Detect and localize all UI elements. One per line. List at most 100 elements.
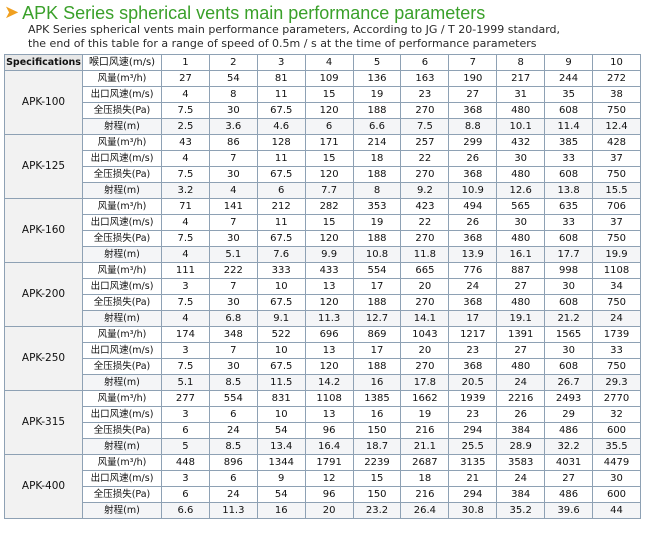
- value-cell: 2770: [592, 390, 641, 407]
- table-row: 全压损失(Pa) 7.5 30 67.5 120 188 270 368 480 608 750: [5, 102, 641, 119]
- param-label: 风量(m³/h): [82, 326, 162, 343]
- table-row: 射程(m) 2.5 3.6 4.6 6 6.6 7.5 8.8 10.1 11.4 12.4: [5, 118, 641, 135]
- spec-header: Specifications: [4, 54, 83, 71]
- value-cell: 696: [304, 326, 354, 343]
- value-cell: 25.5: [448, 438, 498, 455]
- value-cell: 384: [496, 422, 546, 439]
- value-cell: 7.5: [400, 118, 450, 135]
- value-cell: 16: [352, 374, 402, 391]
- value-cell: 368: [448, 358, 498, 375]
- value-cell: 16.4: [304, 438, 354, 455]
- value-cell: 257: [400, 134, 450, 151]
- model-cell: APK-250: [4, 326, 83, 391]
- value-cell: 480: [496, 358, 546, 375]
- value-cell: 7.5: [161, 102, 210, 119]
- param-label: 出口风速(m/s): [82, 342, 162, 359]
- value-cell: 831: [256, 390, 306, 407]
- value-cell: 480: [496, 102, 546, 119]
- value-cell: 24: [448, 278, 498, 295]
- value-cell: 998: [544, 262, 594, 279]
- value-cell: 480: [496, 294, 546, 311]
- value-cell: 368: [448, 294, 498, 311]
- value-cell: 188: [352, 358, 402, 375]
- value-cell: 3: [161, 470, 210, 487]
- param-label: 射程(m): [82, 310, 162, 327]
- value-cell: 15.5: [592, 182, 641, 199]
- col-header: 7: [448, 54, 498, 71]
- value-cell: 67.5: [256, 358, 306, 375]
- value-cell: 665: [400, 262, 450, 279]
- table-row: 全压损失(Pa) 7.5 30 67.5 120 188 270 368 480 608 750: [5, 294, 641, 311]
- value-cell: 1939: [448, 390, 498, 407]
- table-row: APK-125 风量(m³/h) 43 86 128 171 214 257 299 432 385…: [4, 134, 641, 199]
- value-cell: 24: [592, 310, 641, 327]
- value-cell: 6: [304, 118, 354, 135]
- value-cell: 13.4: [256, 438, 306, 455]
- value-cell: 20: [400, 278, 450, 295]
- param-label: 出口风速(m/s): [82, 470, 162, 487]
- value-cell: 1662: [400, 390, 450, 407]
- value-cell: 34: [592, 278, 641, 295]
- value-cell: 16: [352, 406, 402, 423]
- value-cell: 10.9: [448, 182, 498, 199]
- value-cell: 272: [592, 70, 641, 87]
- value-cell: 635: [544, 198, 594, 215]
- value-cell: 7: [208, 278, 258, 295]
- value-cell: 32: [592, 406, 641, 423]
- value-cell: 8.5: [208, 374, 258, 391]
- table-row: 射程(m) 4 5.1 7.6 9.9 10.8 11.8 13.9 16.1 17.7 19.9: [5, 246, 641, 263]
- value-cell: 9: [256, 470, 306, 487]
- value-cell: 27: [161, 70, 210, 87]
- value-cell: 244: [544, 70, 594, 87]
- value-cell: 1385: [352, 390, 402, 407]
- param-label: 全压损失(Pa): [82, 166, 162, 183]
- value-cell: 30: [496, 150, 546, 167]
- col-header: 10: [592, 54, 641, 71]
- value-cell: 368: [448, 230, 498, 247]
- param-label: 风量(m³/h): [82, 134, 162, 151]
- header-row: Specifications 喉口风速(m/s) 1 2 3 4 5 6 7 8…: [4, 54, 641, 71]
- table-row: APK-200 风量(m³/h) 111 222 333 433 554 665 776 887 9…: [4, 262, 641, 327]
- value-cell: 4031: [544, 454, 594, 471]
- table-row: 出口风速(m/s) 4 7 11 15 19 22 26 30 33 37: [5, 214, 641, 231]
- value-cell: 31: [496, 86, 546, 103]
- table-row: APK-315 风量(m³/h) 277 554 831 1108 1385 1662 1939…: [4, 390, 641, 455]
- value-cell: 19: [400, 406, 450, 423]
- col-header: 5: [352, 54, 402, 71]
- value-cell: 222: [208, 262, 258, 279]
- value-cell: 20: [304, 502, 354, 519]
- param-label: 风量(m³/h): [82, 454, 162, 471]
- value-cell: 432: [496, 134, 546, 151]
- value-cell: 163: [400, 70, 450, 87]
- param-label: 风量(m³/h): [82, 390, 162, 407]
- param-label: 射程(m): [82, 438, 162, 455]
- value-cell: 282: [304, 198, 354, 215]
- value-cell: 6.6: [352, 118, 402, 135]
- table-row: APK-400 风量(m³/h) 448 896 1344 1791 2239 2687 313…: [4, 454, 641, 519]
- value-cell: 120: [304, 358, 354, 375]
- value-cell: 17: [352, 342, 402, 359]
- value-cell: 11.5: [256, 374, 306, 391]
- value-cell: 20: [400, 342, 450, 359]
- value-cell: 3583: [496, 454, 546, 471]
- value-cell: 494: [448, 198, 498, 215]
- value-cell: 9.1: [256, 310, 306, 327]
- value-cell: 368: [448, 102, 498, 119]
- value-cell: 448: [161, 454, 210, 471]
- value-cell: 565: [496, 198, 546, 215]
- value-cell: 174: [161, 326, 210, 343]
- col-header: 9: [544, 54, 594, 71]
- description-line-2: the end of this table for a range of spe…: [28, 36, 537, 50]
- value-cell: 299: [448, 134, 498, 151]
- table-row: 出口风速(m/s) 3 6 9 12 15 18 21 24 27 30: [5, 470, 641, 487]
- value-cell: 17.7: [544, 246, 594, 263]
- value-cell: 21: [448, 470, 498, 487]
- value-cell: 3135: [448, 454, 498, 471]
- value-cell: 30: [208, 358, 258, 375]
- model-cell: APK-200: [4, 262, 83, 327]
- param-label: 风量(m³/h): [82, 198, 162, 215]
- value-cell: 277: [161, 390, 210, 407]
- value-cell: 32.2: [544, 438, 594, 455]
- value-cell: 13: [304, 342, 354, 359]
- value-cell: 522: [256, 326, 306, 343]
